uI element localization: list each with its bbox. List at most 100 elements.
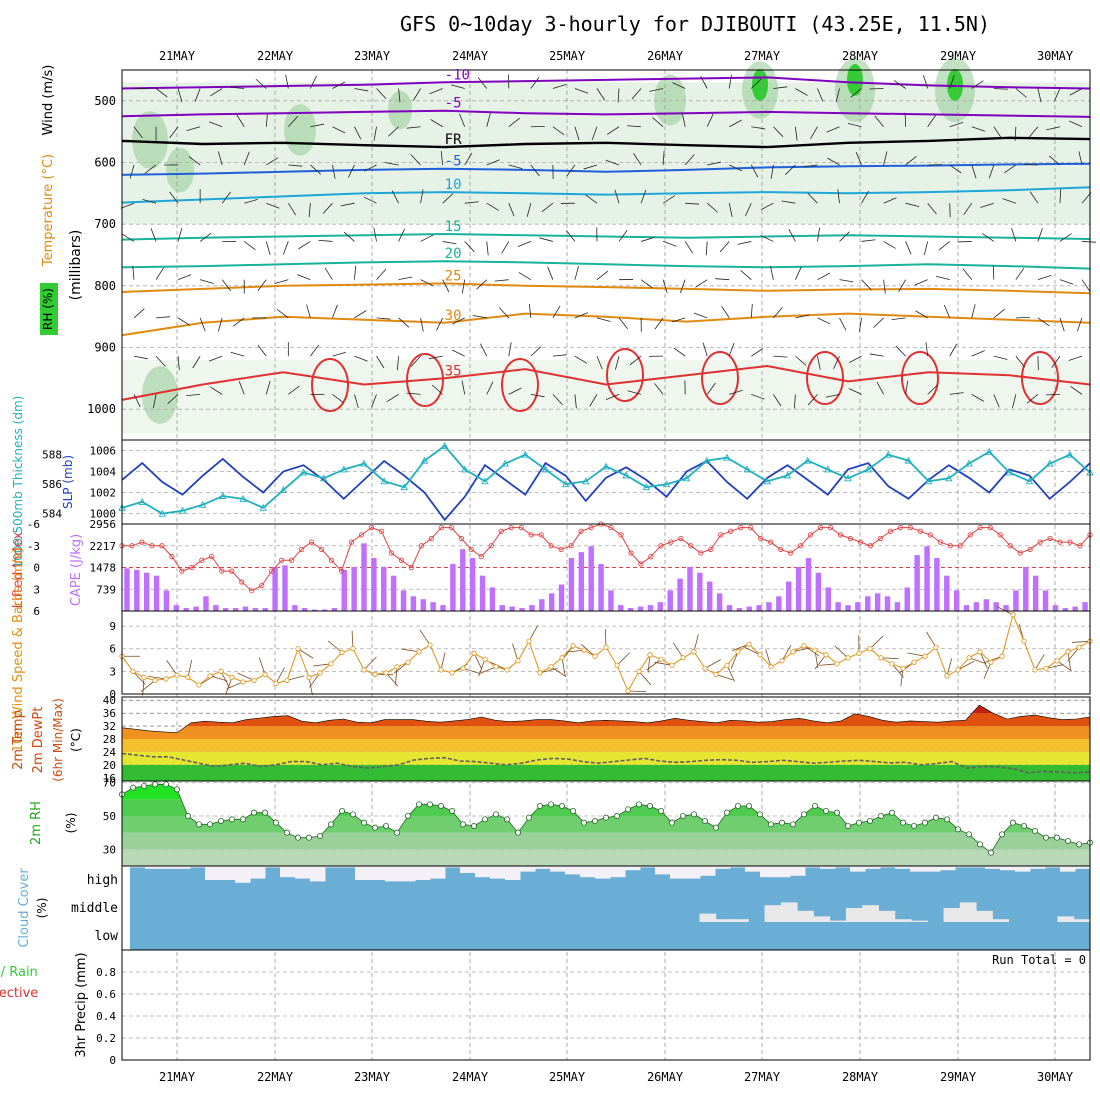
wind10m-marker <box>746 641 752 647</box>
axis-title-lifted: Lifted Index <box>11 531 26 608</box>
wind-barb <box>428 355 443 360</box>
wind-barb <box>539 237 553 242</box>
rh-marker <box>867 818 874 825</box>
wind-barb <box>706 382 716 395</box>
wind10m-barb <box>140 680 156 693</box>
slp-tick-label: 1000 <box>90 508 117 521</box>
cape-bar <box>371 558 377 611</box>
wind-barb <box>905 202 920 207</box>
wind-barb <box>898 279 906 292</box>
temp-contour <box>121 260 1091 270</box>
wind-barb <box>883 197 897 204</box>
wind10m-barb <box>419 629 431 646</box>
cloud-high-gap <box>715 866 731 869</box>
rh-marker <box>129 784 136 791</box>
cloud-level-label: middle <box>71 901 118 916</box>
wind-barb <box>221 191 231 204</box>
cape-bar <box>786 581 792 611</box>
wind-barb <box>751 126 766 130</box>
rh-marker <box>140 783 147 790</box>
contour-label: FR <box>445 132 462 148</box>
cloud-high-gap <box>805 866 821 868</box>
wind-barb <box>927 202 937 215</box>
rh-marker <box>360 819 367 826</box>
cape-bar <box>578 552 585 611</box>
warm-contour <box>701 351 739 405</box>
lifted-index-marker <box>728 528 734 534</box>
wind-barb <box>817 88 824 102</box>
lifted-index-marker <box>229 568 235 574</box>
wind-barb <box>386 394 399 403</box>
wind-barb <box>1015 88 1027 98</box>
rh-marker <box>250 809 257 816</box>
wind10m-barb <box>834 645 849 659</box>
lifted-index-marker <box>568 543 574 549</box>
wind10m-marker <box>361 667 367 673</box>
rh-shade <box>122 82 1090 225</box>
contour-label: 35 <box>445 363 462 379</box>
cape-bar <box>1003 605 1009 611</box>
wind10m-barb <box>393 661 409 674</box>
wind-barb <box>1059 233 1072 242</box>
wind-barb <box>243 151 250 166</box>
wind-barb <box>1037 317 1050 327</box>
lifted-index-marker <box>588 525 594 531</box>
temp-contour <box>121 312 1091 337</box>
wind-barb <box>596 270 609 280</box>
thickness-marker <box>824 465 832 473</box>
cape-bar <box>529 605 535 611</box>
wind-barb <box>1037 274 1052 281</box>
cape-bar <box>390 575 397 611</box>
wind-barb <box>794 126 798 141</box>
cloud-middle-gap <box>992 919 1010 922</box>
wind10m-marker <box>416 649 422 655</box>
cape-bar <box>193 606 199 611</box>
wind-barb <box>376 317 391 320</box>
rh-marker <box>878 813 885 820</box>
cloud-high-gap <box>325 866 341 868</box>
lifted-index-marker <box>398 557 405 563</box>
wind-barb <box>167 394 179 405</box>
wind10m-marker <box>878 655 884 661</box>
rh-marker <box>570 808 577 815</box>
wind10m-marker <box>405 659 411 665</box>
wind-barb <box>654 317 664 330</box>
cape-bar <box>361 543 367 611</box>
cloud-high-gap <box>370 866 386 880</box>
rh-marker <box>713 824 720 831</box>
rh-marker <box>977 841 984 848</box>
axis-title-wind: Wind (m/s) <box>41 65 56 136</box>
wind10m-barb <box>968 657 987 665</box>
wind10m-barb <box>566 649 585 653</box>
wind-barb <box>1029 191 1039 204</box>
cloud-middle-gap <box>797 910 814 922</box>
lifted-index-marker <box>957 543 963 549</box>
wind-barb <box>552 354 567 357</box>
cape-tick-label: 2217 <box>90 540 117 553</box>
dewpoint-line <box>121 752 1091 774</box>
rh-marker <box>526 814 533 821</box>
thickness-marker <box>138 497 146 505</box>
wind10m-barb <box>1072 640 1091 643</box>
lifted-tick-label: -6 <box>27 518 40 531</box>
wind-barb <box>693 312 708 319</box>
cloud-high-gap <box>145 866 161 869</box>
cape-bar <box>904 587 910 611</box>
axis-title-cape: CAPE (J/kg) <box>69 534 84 606</box>
wind-barb <box>420 189 424 204</box>
wind-barb <box>817 356 821 370</box>
lifted-index-marker <box>478 554 484 560</box>
cloud-middle-gap <box>1073 919 1091 922</box>
cape-bar <box>430 602 436 611</box>
wind-barb <box>396 356 399 371</box>
rh-marker <box>680 813 687 820</box>
rh-marker <box>1021 823 1028 830</box>
cloud-high-gap <box>430 866 446 879</box>
wind-barb <box>199 317 206 332</box>
thickness-marker <box>642 483 651 491</box>
rh-marker <box>173 786 180 793</box>
wind-barb <box>194 88 201 102</box>
pressure-tick-label: 1000 <box>87 402 116 416</box>
date-label-bottom: 24MAY <box>452 1070 489 1084</box>
temp-contour <box>121 364 1091 401</box>
